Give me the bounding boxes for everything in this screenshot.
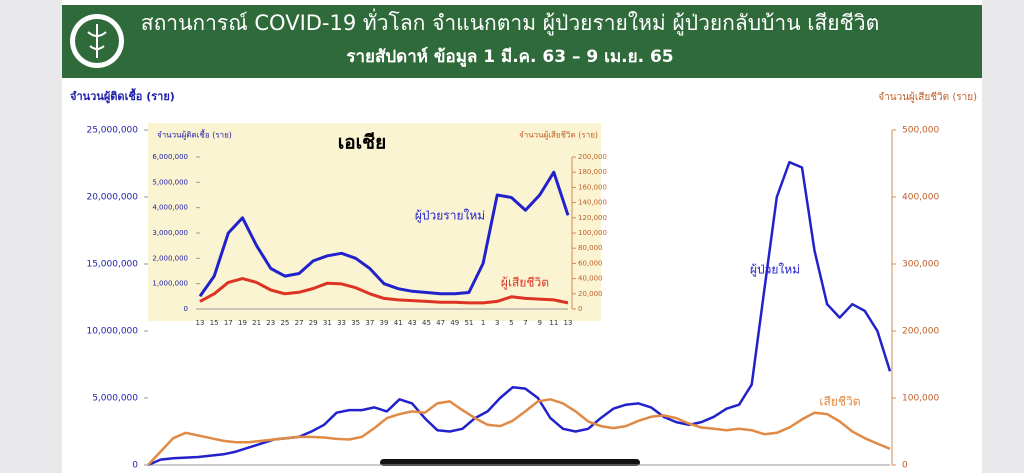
y-tick-label: 4,000,000 (152, 204, 188, 212)
x-tick-label: 51 (464, 319, 473, 327)
x-tick-label: 49 (450, 319, 459, 327)
x-tick-label: 33 (337, 319, 346, 327)
y-tick-label: 1,000,000 (152, 280, 188, 288)
y-tick-label: 2,000,000 (152, 254, 188, 262)
series-label: ผู้เสียชีวิต (501, 276, 549, 291)
x-tick-label: 31 (323, 319, 332, 327)
x-tick-label: 39 (380, 319, 389, 327)
x-tick-label: 1 (481, 319, 485, 327)
x-tick-label: 5 (509, 319, 513, 327)
x-tick-label: 3 (495, 319, 499, 327)
x-tick-label: 47 (436, 319, 445, 327)
x-tick-label: 41 (394, 319, 403, 327)
series-label: ผู้ป่วยรายใหม่ (415, 209, 485, 224)
side-margin (0, 0, 62, 473)
y-tick-label: 5,000,000 (152, 178, 188, 186)
scroll-indicator (380, 459, 640, 466)
y2-tick-label: 180,000 (578, 168, 607, 176)
inset-y2-axis-label: จำนวนผู้เสียชีวิต (ราย) (519, 131, 598, 141)
logo-emblem (87, 24, 107, 58)
y2-tick-label: 100,000 (902, 394, 939, 404)
x-tick-label: 25 (280, 319, 289, 327)
x-tick-label: 13 (564, 319, 573, 327)
y-tick-label: 0 (184, 305, 188, 313)
chart-subtitle: รายสัปดาห์ ข้อมูล 1 มี.ค. 63 – 9 เม.ย. 6… (346, 46, 673, 68)
y2-tick-label: 120,000 (578, 214, 607, 222)
x-tick-label: 21 (252, 319, 261, 327)
y-tick-label: 15,000,000 (86, 260, 138, 270)
y2-tick-label: 300,000 (902, 260, 939, 270)
y-tick-label: 3,000,000 (152, 229, 188, 237)
y2-tick-label: 200,000 (578, 153, 607, 161)
series-label: เสียชีวิต (819, 395, 860, 409)
y-tick-label: 5,000,000 (92, 394, 138, 404)
y2-tick-label: 140,000 (578, 199, 607, 207)
x-tick-label: 9 (537, 319, 541, 327)
x-tick-label: 45 (422, 319, 431, 327)
x-tick-label: 15 (210, 319, 219, 327)
series-label: ผู้ป่วยใหม่ (750, 263, 800, 278)
y2-tick-label: 20,000 (578, 290, 603, 298)
y-tick-label: 25,000,000 (86, 126, 138, 136)
y2-tick-label: 0 (578, 305, 582, 313)
header-band (62, 5, 982, 78)
side-margin (982, 0, 1024, 473)
y2-tick-label: 60,000 (578, 259, 603, 267)
inset-title: เอเชีย (338, 132, 386, 154)
x-tick-label: 19 (238, 319, 247, 327)
y2-tick-label: 100,000 (578, 229, 607, 237)
y-tick-label: 0 (132, 461, 138, 471)
y2-tick-label: 200,000 (902, 327, 939, 337)
series-line (199, 277, 569, 305)
x-tick-label: 13 (196, 319, 205, 327)
y2-tick-label: 160,000 (578, 183, 607, 191)
series-line (198, 170, 570, 298)
y2-tick-label: 400,000 (902, 193, 939, 203)
chart-title: สถานการณ์ COVID-19 ทั่วโลก จำแนกตาม ผู้ป… (141, 8, 879, 36)
y2-tick-label: 40,000 (578, 275, 603, 283)
y2-tick-label: 500,000 (902, 126, 939, 136)
x-tick-label: 43 (408, 319, 417, 327)
x-tick-label: 27 (295, 319, 304, 327)
x-tick-label: 7 (523, 319, 527, 327)
y2-tick-label: 80,000 (578, 244, 603, 252)
y-axis-label: จำนวนผู้ติดเชื้อ (ราย) (70, 88, 175, 104)
y2-axis-label: จำนวนผู้เสียชีวิต (ราย) (878, 91, 977, 103)
x-tick-label: 17 (224, 319, 233, 327)
series-line (147, 398, 891, 466)
y-tick-label: 6,000,000 (152, 153, 188, 161)
inset-y-axis-label: จำนวนผู้ติดเชื้อ (ราย) (157, 129, 232, 141)
x-tick-label: 35 (351, 319, 360, 327)
y-tick-label: 10,000,000 (86, 327, 138, 337)
x-tick-label: 29 (309, 319, 318, 327)
x-tick-label: 37 (365, 319, 374, 327)
x-tick-label: 11 (549, 319, 558, 327)
y2-tick-label: 0 (902, 461, 908, 471)
x-tick-label: 23 (266, 319, 275, 327)
y-tick-label: 20,000,000 (86, 193, 138, 203)
